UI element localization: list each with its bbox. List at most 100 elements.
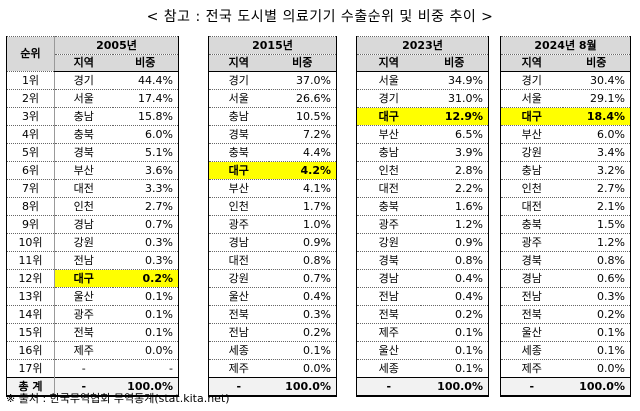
- share-cell: 4.1%: [268, 179, 337, 198]
- share-cell: 0.0%: [268, 359, 337, 378]
- share-cell: 0.1%: [420, 323, 489, 342]
- region-cell: 충북: [208, 143, 269, 162]
- region-cell: 부산: [356, 125, 421, 144]
- share-cell: 3.4%: [562, 143, 631, 162]
- share-cell: 1.7%: [268, 197, 337, 216]
- table-2005: 순위 2005년 지역 비중 1위 경기 44.4% 2위 서울 17.4% 3위 충남 15.8% 4위…: [6, 36, 179, 397]
- table-row: 제주 0.0%: [208, 359, 337, 378]
- share-cell: 37.0%: [268, 71, 337, 90]
- share-cell: 0.3%: [562, 287, 631, 306]
- region-cell: 강원: [208, 269, 269, 288]
- region-cell: 경북: [500, 251, 563, 270]
- table-row: 12위 대구 0.2%: [6, 269, 179, 288]
- share-cell: 5.1%: [112, 143, 179, 162]
- rank-cell: 7위: [6, 179, 55, 198]
- share-cell: 0.1%: [112, 287, 179, 306]
- share-cell: 1.6%: [420, 197, 489, 216]
- region-cell: 서울: [356, 71, 421, 90]
- rank-cell: 2위: [6, 89, 55, 108]
- region-cell: 인천: [54, 197, 113, 216]
- region-cell: 강원: [356, 233, 421, 252]
- share-cell: 0.1%: [420, 359, 489, 378]
- share-cell: 0.7%: [268, 269, 337, 288]
- share-cell: 1.2%: [420, 215, 489, 234]
- total-share: 100.0%: [420, 377, 489, 397]
- table-row: 부산 6.0%: [500, 125, 631, 144]
- table-row: 제주 0.1%: [356, 323, 489, 342]
- region-cell: 전남: [54, 251, 113, 270]
- table-2015: 2015년 지역 비중 경기 37.0% 서울 26.6% 충남 10.5% 경북 7.2% 충북 4.…: [208, 36, 337, 397]
- rank-cell: 6위: [6, 161, 55, 180]
- region-cell: 전남: [208, 323, 269, 342]
- table-row: 세종 0.1%: [356, 359, 489, 378]
- share-cell: 0.1%: [562, 341, 631, 360]
- region-cell: 경남: [208, 233, 269, 252]
- region-cell: 대구: [500, 107, 563, 126]
- table-row: 16위 제주 0.0%: [6, 341, 179, 360]
- rank-cell: 4위: [6, 125, 55, 144]
- region-cell: 경기: [54, 71, 113, 90]
- region-cell: 인천: [356, 161, 421, 180]
- region-cell: 광주: [208, 215, 269, 234]
- table-row: 서울 26.6%: [208, 89, 337, 108]
- rank-cell: 8위: [6, 197, 55, 216]
- table-row: 울산 0.4%: [208, 287, 337, 306]
- share-cell: 18.4%: [562, 107, 631, 126]
- table-row: 전남 0.4%: [356, 287, 489, 306]
- share-cell: 0.4%: [268, 287, 337, 306]
- table-row: 세종 0.1%: [500, 341, 631, 360]
- region-cell: 경기: [208, 71, 269, 90]
- table-row: 1위 경기 44.4%: [6, 71, 179, 90]
- total-region: -: [54, 377, 113, 397]
- rank-cell: 1위: [6, 71, 55, 90]
- table-row: 10위 강원 0.3%: [6, 233, 179, 252]
- region-cell: 인천: [208, 197, 269, 216]
- share-cell: 2.1%: [562, 197, 631, 216]
- table-row: 대전 2.1%: [500, 197, 631, 216]
- share-cell: 3.9%: [420, 143, 489, 162]
- region-cell: 경북: [208, 125, 269, 144]
- share-cell: 3.3%: [112, 179, 179, 198]
- share-cell: 6.0%: [562, 125, 631, 144]
- share-cell: 0.9%: [268, 233, 337, 252]
- table-row: 경북 0.8%: [356, 251, 489, 270]
- share-cell: 44.4%: [112, 71, 179, 90]
- region-cell: 강원: [500, 143, 563, 162]
- share-cell: 4.4%: [268, 143, 337, 162]
- share-cell: 29.1%: [562, 89, 631, 108]
- region-subheader: 지역: [208, 54, 269, 72]
- share-cell: 0.8%: [420, 251, 489, 270]
- table-row: 대구 4.2%: [208, 161, 337, 180]
- share-cell: 0.8%: [562, 251, 631, 270]
- share-cell: 30.4%: [562, 71, 631, 90]
- rank-cell: 17위: [6, 359, 55, 378]
- rank-cell: 9위: [6, 215, 55, 234]
- total-region: -: [500, 377, 563, 397]
- table-row: 경기 31.0%: [356, 89, 489, 108]
- share-cell: 0.7%: [112, 215, 179, 234]
- table-row: 15위 전북 0.1%: [6, 323, 179, 342]
- total-share: 100.0%: [562, 377, 631, 397]
- region-cell: 경기: [500, 71, 563, 90]
- table-row: 14위 광주 0.1%: [6, 305, 179, 324]
- share-cell: 0.3%: [112, 233, 179, 252]
- table-row: 인천 1.7%: [208, 197, 337, 216]
- share-cell: 0.9%: [420, 233, 489, 252]
- table-row: 대구 18.4%: [500, 107, 631, 126]
- share-cell: 0.4%: [420, 287, 489, 306]
- table-row: 경기 37.0%: [208, 71, 337, 90]
- share-cell: 2.2%: [420, 179, 489, 198]
- region-cell: 울산: [54, 287, 113, 306]
- table-row: 2위 서울 17.4%: [6, 89, 179, 108]
- share-subheader: 비중: [268, 54, 337, 72]
- rank-cell: 10위: [6, 233, 55, 252]
- table-row: 충북 1.5%: [500, 215, 631, 234]
- share-subheader: 비중: [562, 54, 631, 72]
- table-row: 4위 충북 6.0%: [6, 125, 179, 144]
- share-cell: 0.2%: [420, 305, 489, 324]
- share-cell: 0.4%: [420, 269, 489, 288]
- share-cell: 1.2%: [562, 233, 631, 252]
- region-cell: 전북: [500, 305, 563, 324]
- table-row: 7위 대전 3.3%: [6, 179, 179, 198]
- share-cell: 0.8%: [268, 251, 337, 270]
